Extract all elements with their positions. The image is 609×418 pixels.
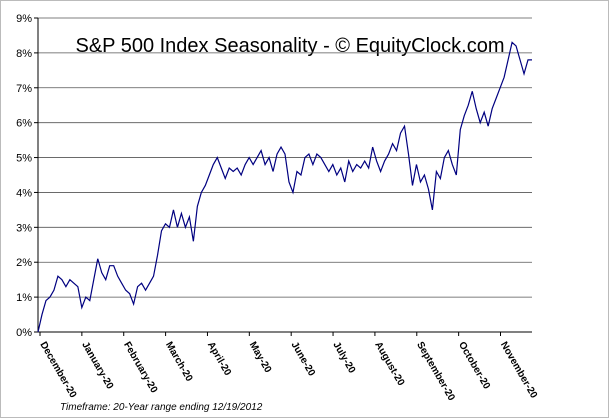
y-tick-label: 8% [16,48,32,60]
line-series [37,41,532,333]
y-tick-label: 0% [16,327,32,339]
chart-title: S&P 500 Index Seasonality - © EquityCloc… [75,35,504,57]
footnote: Timeframe: 20-Year range ending 12/19/20… [60,402,263,413]
y-tick-label: 7% [16,83,32,95]
y-tick-label: 4% [16,187,32,199]
y-tick-label: 3% [16,222,32,234]
y-tick-label: 1% [16,292,32,304]
y-tick-label: 2% [16,257,32,269]
y-tick-label: 5% [16,153,32,165]
y-tick-label: 6% [16,118,32,130]
y-tick-label: 9% [16,13,32,25]
